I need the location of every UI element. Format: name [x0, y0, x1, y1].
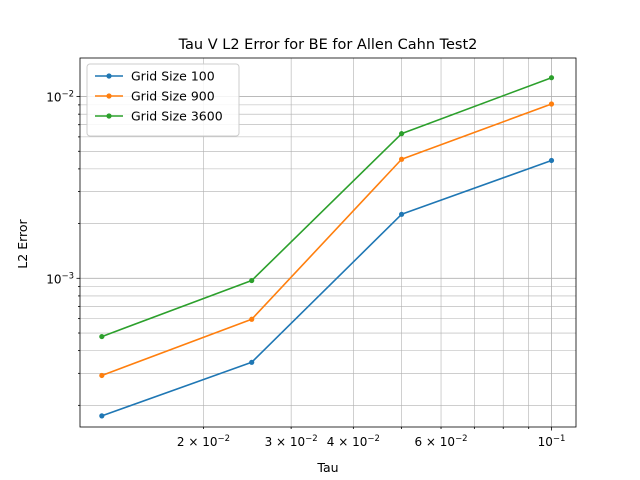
plot-area-frame [79, 57, 577, 428]
data-point [548, 157, 555, 164]
data-point [99, 372, 105, 379]
data-point [548, 75, 555, 81]
y-tick-label: 10−2 [46, 90, 74, 105]
series-lines [99, 75, 555, 419]
legend-box [86, 63, 240, 137]
data-point [399, 156, 405, 162]
legend-marker [106, 93, 112, 99]
axis-ticks: 2 × 10−2 3 × 10−2 4 × 10−2 6 × 10−2 10−1 10−3… [46, 90, 565, 449]
data-point [99, 333, 105, 340]
data-point [399, 131, 405, 137]
x-tick-label: 3 × 10−2 [265, 434, 318, 449]
data-point [548, 101, 555, 107]
data-point [399, 211, 405, 217]
data-point [99, 413, 105, 419]
legend-marker [106, 113, 112, 119]
legend: Grid Size 100 Grid Size 900 Grid Size 3600 [86, 63, 240, 137]
y-tick-label: 10−3 [46, 271, 74, 286]
data-point [249, 316, 255, 322]
legend-marker [106, 73, 112, 79]
x-tick-label: 4 × 10−2 [327, 434, 380, 449]
data-point [249, 277, 255, 284]
x-tick-label: 6 × 10−2 [414, 434, 467, 449]
series-line-2 [101, 76, 552, 338]
series-line-0 [101, 159, 552, 417]
x-axis-label: Tau [316, 460, 338, 475]
x-tick-label: 10−1 [538, 434, 566, 449]
series-line-1 [101, 103, 552, 377]
legend-label: Grid Size 900 [131, 89, 215, 104]
x-tick-label: 2 × 10−2 [177, 434, 230, 449]
legend-label: Grid Size 3600 [131, 109, 223, 124]
chart-title: Tau V L2 Error for BE for Allen Cahn Tes… [178, 37, 478, 53]
y-axis-label: L2 Error [15, 218, 30, 268]
legend-label: Grid Size 100 [131, 69, 215, 84]
grid-lines [80, 58, 576, 427]
data-point [249, 359, 255, 365]
